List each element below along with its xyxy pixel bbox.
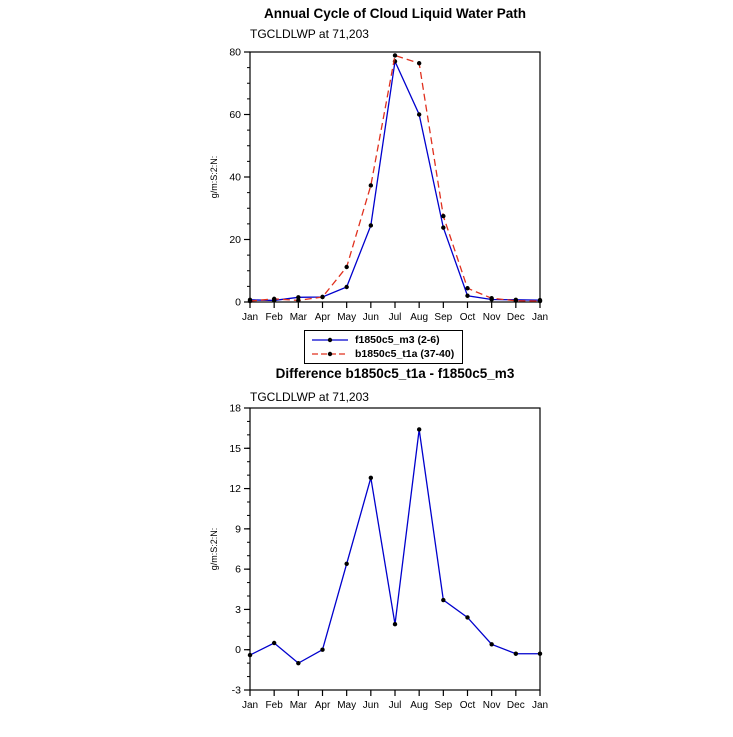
data-point-marker (416, 112, 422, 117)
axes: 0 20 40 60 80 Jan Feb Mar Apr May Jun Jul Aug Sep Oct N… (209, 47, 548, 324)
data-point-marker (441, 213, 446, 219)
plot-frame (249, 407, 541, 691)
data-point-marker (271, 640, 277, 646)
x-tick-label: Aug (410, 700, 428, 711)
difference-chart-title: Difference b1850c5_t1a - f1850c5_m3 (275, 366, 515, 381)
legend: f1850c5_m3 (2-6) b1850c5_t1a (37-40) (304, 330, 464, 364)
x-tick-label: Feb (266, 312, 284, 323)
x-tick-label: Sep (434, 312, 452, 323)
x-tick-label: Sep (434, 700, 452, 711)
x-tick-label: Jun (363, 700, 379, 711)
x-tick-label: Feb (266, 700, 284, 711)
x-tick-label: Nov (483, 700, 501, 711)
data-point-marker (368, 183, 374, 188)
data-point-marker (465, 286, 470, 291)
top-chart-subtitle: TGCLDLWP at 71,203 (250, 27, 369, 41)
data-point-marker (416, 61, 422, 66)
data-point-marker (465, 293, 470, 298)
legend-label: f1850c5_m3 (2-6) (355, 334, 440, 346)
legend-item-f1850c5: f1850c5_m3 (2-6) (310, 333, 454, 347)
x-tick-label: Jan (532, 700, 548, 711)
x-tick-label: Mar (290, 700, 308, 711)
series-b1850c5-t1a-37-40- (247, 53, 543, 304)
x-tick-label: Aug (410, 312, 428, 323)
legend-label: b1850c5_t1a (37-40) (355, 348, 455, 360)
data-point-marker (537, 651, 543, 656)
x-tick-label: Jul (389, 312, 402, 323)
x-tick-label: Jan (242, 312, 258, 323)
legend-dashed-line-sample (312, 351, 348, 357)
data-point-marker (320, 294, 325, 300)
y-tick-label: 3 (235, 604, 241, 616)
data-point-marker (537, 298, 543, 304)
y-tick-label: 6 (235, 564, 241, 576)
y-tick-label: 0 (235, 297, 241, 309)
annual-cycle-line-chart: 0 20 40 60 80 Jan Feb Mar Apr May Jun Jul Aug Sep Oct N… (209, 47, 548, 324)
top-chart-title: Annual Cycle of Cloud Liquid Water Path (263, 6, 526, 21)
x-tick-label: May (337, 312, 356, 323)
x-tick-label: May (337, 700, 356, 711)
data-point-marker (247, 298, 253, 304)
y-axis-label: g/m:S:2:N: (209, 528, 219, 571)
y-tick-label: 20 (229, 234, 241, 246)
data-point-marker (441, 597, 446, 603)
x-tick-label: Oct (460, 312, 476, 323)
x-tick-label: Mar (290, 312, 308, 323)
series-difference (247, 427, 543, 666)
data-point-marker (320, 647, 325, 652)
data-point-marker (271, 296, 277, 302)
x-tick-label: Nov (483, 312, 501, 323)
x-tick-label: Apr (315, 312, 331, 323)
legend-item-b1850c5: b1850c5_t1a (37-40) (310, 347, 454, 361)
data-point-marker (465, 615, 470, 620)
data-point-marker (513, 298, 519, 303)
y-tick-label: 18 (229, 403, 241, 415)
data-point-marker (513, 651, 519, 656)
x-tick-label: Jun (363, 312, 379, 323)
x-tick-label: Jan (242, 700, 258, 711)
x-tick-label: Dec (507, 312, 525, 323)
y-tick-label: 80 (229, 47, 241, 59)
series-f1850c5-m3-2-6- (247, 59, 543, 303)
data-point-marker (489, 642, 494, 647)
y-tick-label: 40 (229, 172, 241, 184)
data-point-marker (368, 223, 374, 228)
data-point-marker (489, 296, 494, 301)
x-tick-label: Jul (389, 700, 402, 711)
y-tick-label: 12 (229, 483, 241, 495)
legend-solid-line-sample (312, 337, 348, 343)
data-point-marker (441, 225, 446, 230)
y-tick-label: -3 (232, 685, 241, 697)
data-point-marker (344, 264, 349, 270)
data-point-marker (392, 622, 398, 627)
data-point-marker (392, 53, 398, 58)
data-point-marker (344, 284, 349, 290)
x-tick-label: Oct (460, 700, 476, 711)
x-tick-label: Dec (507, 700, 525, 711)
difference-chart-subtitle: TGCLDLWP at 71,203 (250, 390, 369, 404)
data-point-marker (296, 295, 301, 300)
y-tick-label: 60 (229, 109, 241, 121)
data-point-marker (416, 427, 422, 432)
x-tick-label: Jan (532, 312, 548, 323)
data-point-marker (344, 561, 349, 566)
y-tick-label: 9 (235, 523, 241, 535)
y-axis-label: g/m:S:2:N: (209, 156, 219, 199)
difference-line-chart: -3 0 3 6 9 12 15 18 Jan Feb Mar Apr May Jun Jul Aug Sep O… (209, 403, 548, 712)
x-tick-label: Apr (315, 700, 331, 711)
plot-frame (249, 51, 541, 303)
axes: -3 0 3 6 9 12 15 18 Jan Feb Mar Apr May Jun Jul Aug Sep O… (209, 403, 548, 712)
data-point-marker (296, 660, 301, 666)
data-point-marker (296, 298, 301, 303)
data-point-marker (368, 475, 374, 481)
y-tick-label: 0 (235, 644, 241, 656)
y-tick-label: 15 (229, 443, 241, 455)
data-point-marker (247, 652, 253, 658)
